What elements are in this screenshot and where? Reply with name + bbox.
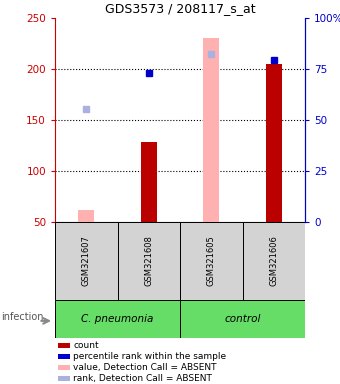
Bar [180,222,242,300]
Text: GSM321608: GSM321608 [144,235,153,286]
Bar [141,142,156,222]
Text: C. pneumonia: C. pneumonia [81,314,154,324]
Bar [55,222,118,300]
Bar [203,38,219,222]
Bar [180,300,305,338]
Bar [242,222,305,300]
Bar [79,210,94,222]
Bar [58,376,70,381]
Bar [58,354,70,359]
Text: percentile rank within the sample: percentile rank within the sample [73,352,226,361]
Text: value, Detection Call = ABSENT: value, Detection Call = ABSENT [73,363,217,372]
Title: GDS3573 / 208117_s_at: GDS3573 / 208117_s_at [105,2,255,15]
Text: GSM321607: GSM321607 [82,235,91,286]
Bar [58,365,70,370]
Text: GSM321605: GSM321605 [207,236,216,286]
Text: control: control [224,314,261,324]
Text: rank, Detection Call = ABSENT: rank, Detection Call = ABSENT [73,374,212,383]
Bar [118,222,180,300]
Bar [55,300,180,338]
Bar [58,343,70,348]
Text: GSM321606: GSM321606 [269,235,278,286]
Text: count: count [73,341,99,350]
Text: infection: infection [1,312,44,322]
Bar [266,64,282,222]
